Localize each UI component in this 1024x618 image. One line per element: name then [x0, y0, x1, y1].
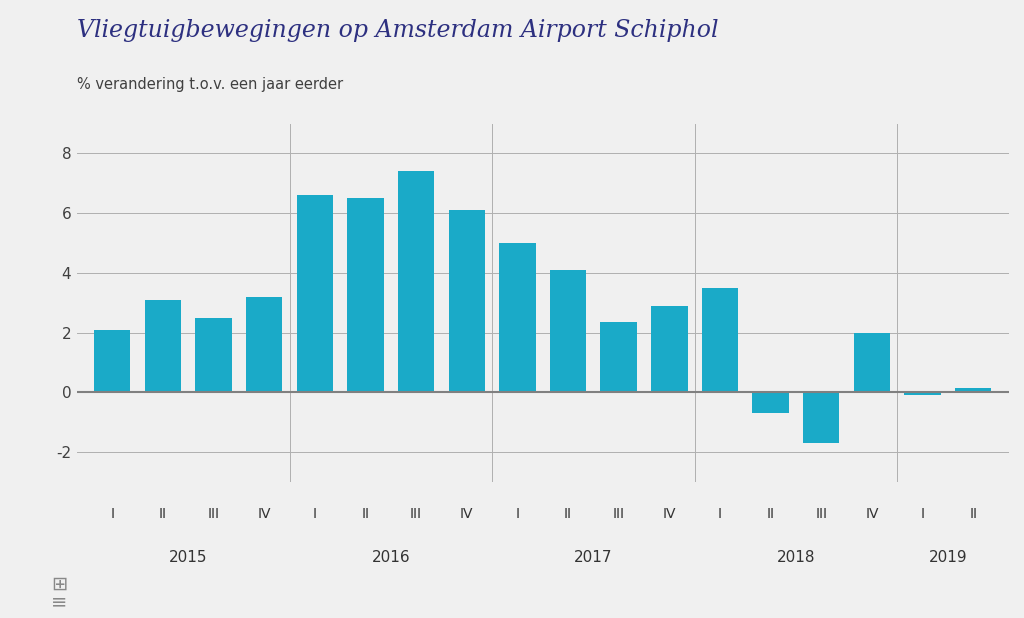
Bar [550, 270, 587, 392]
Text: III: III [612, 507, 625, 521]
Text: I: I [312, 507, 316, 521]
Text: ⊞: ⊞ [51, 574, 68, 593]
Bar [803, 392, 840, 443]
Text: II: II [767, 507, 774, 521]
Text: IV: IV [460, 507, 473, 521]
Text: 2018: 2018 [776, 550, 815, 565]
Text: IV: IV [663, 507, 676, 521]
Text: ≡: ≡ [51, 593, 68, 612]
Bar [701, 288, 738, 392]
Bar [904, 392, 941, 396]
Text: III: III [208, 507, 219, 521]
Text: III: III [410, 507, 422, 521]
Bar [753, 392, 788, 413]
Bar [246, 297, 283, 392]
Bar [854, 332, 890, 392]
Text: II: II [564, 507, 572, 521]
Text: III: III [815, 507, 827, 521]
Bar [600, 322, 637, 392]
Text: 2016: 2016 [372, 550, 410, 565]
Text: II: II [969, 507, 977, 521]
Text: II: II [159, 507, 167, 521]
Text: 2019: 2019 [929, 550, 968, 565]
Bar [144, 300, 181, 392]
Text: 2015: 2015 [169, 550, 208, 565]
Bar [398, 171, 434, 392]
Bar [449, 210, 485, 392]
Text: II: II [361, 507, 370, 521]
Text: I: I [921, 507, 925, 521]
Bar [347, 198, 384, 392]
Text: IV: IV [865, 507, 879, 521]
Bar [196, 318, 231, 392]
Bar [651, 306, 687, 392]
Text: % verandering t.o.v. een jaar eerder: % verandering t.o.v. een jaar eerder [77, 77, 343, 92]
Bar [499, 243, 536, 392]
Text: Vliegtuigbewegingen op Amsterdam Airport Schiphol: Vliegtuigbewegingen op Amsterdam Airport… [77, 19, 718, 41]
Bar [955, 388, 991, 392]
Bar [297, 195, 333, 392]
Text: 2017: 2017 [574, 550, 612, 565]
Text: I: I [718, 507, 722, 521]
Text: I: I [515, 507, 519, 521]
Bar [94, 330, 130, 392]
Text: IV: IV [257, 507, 271, 521]
Text: I: I [111, 507, 115, 521]
